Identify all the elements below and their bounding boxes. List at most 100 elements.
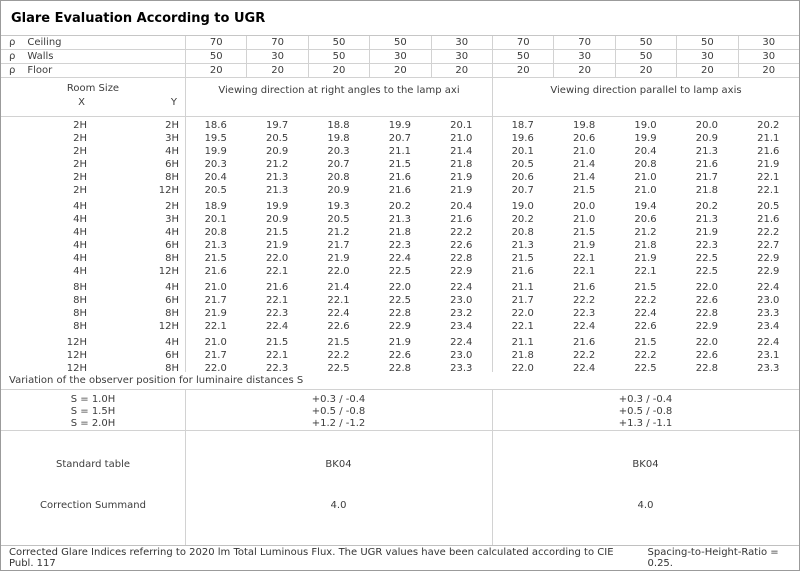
ugr-row: 8H 12H 22.1 22.4 22.6 22.9 23.4 22.1 22.4 22.6 22.… [1, 320, 799, 333]
room-size-y: 4H [165, 227, 179, 238]
room-size-x: 8H [73, 282, 87, 293]
page-title-row: Glare Evaluation According to UGR [1, 1, 799, 36]
ugr-value: 22.0 [511, 308, 534, 319]
ugr-value: 22.9 [450, 266, 473, 277]
ugr-value: 22.5 [695, 266, 719, 277]
ugr-value: 19.6 [511, 133, 534, 144]
room-size-x: 2H [73, 133, 87, 144]
ugr-values-table: 2H 2H 18.6 19.7 18.8 19.9 20.1 18.7 19.8 19.0 20.0… [1, 117, 799, 372]
room-size-y: 12H [158, 321, 179, 332]
room-size-x: 12H [66, 337, 87, 348]
viewing-direction-parallel-header: Viewing direction parallel to lamp axis [492, 78, 799, 116]
ugr-value: 18.6 [204, 120, 227, 131]
ugr-row: 2H 4H 19.9 20.9 20.3 21.1 21.4 20.1 21.0 20.4 21.3… [1, 145, 799, 158]
standard-table-label: Standard table [56, 459, 130, 470]
ugr-value: 23.0 [450, 350, 473, 361]
ugr-value: 22.6 [634, 321, 657, 332]
ugr-value: 21.8 [634, 240, 657, 251]
ugr-value: 21.6 [388, 185, 412, 196]
ugr-value: 19.0 [511, 201, 534, 212]
reflectance-value: 20 [369, 64, 430, 77]
ugr-value: 22.3 [265, 308, 289, 319]
ugr-value: 21.5 [327, 337, 350, 348]
ugr-section: 2H 2H 18.6 19.7 18.8 19.9 20.1 18.7 19.8 19.0 20.0… [1, 119, 799, 197]
room-size-x: 8H [73, 308, 87, 319]
room-size-x: 8H [73, 295, 87, 306]
ugr-value: 22.4 [634, 308, 657, 319]
ugr-row: 12H 6H 21.7 22.1 22.2 22.6 23.0 21.8 22.2 22.2 22.… [1, 349, 799, 362]
room-size-y: 2H [165, 201, 179, 212]
ugr-value: 22.4 [757, 337, 780, 348]
ugr-value: 23.3 [757, 308, 780, 319]
reflectance-value: 50 [307, 36, 369, 49]
ugr-value: 23.0 [450, 295, 473, 306]
ugr-value: 19.9 [204, 146, 227, 157]
reflectance-label: ρ Ceiling [1, 36, 185, 49]
reflectance-value: 20 [737, 64, 799, 77]
room-size-y: 8H [165, 363, 179, 372]
ugr-value: 22.1 [265, 266, 289, 277]
ugr-value: 22.4 [450, 282, 473, 293]
ugr-value: 20.5 [757, 201, 780, 212]
ugr-value: 21.7 [511, 295, 534, 306]
ugr-value: 21.7 [204, 350, 227, 361]
ugr-value: 21.7 [204, 295, 227, 306]
ugr-value: 21.6 [450, 214, 473, 225]
reflectance-row-ceiling: ρ Ceiling 70 70 50 50 30 70 70 50 50 30 [1, 36, 799, 50]
ugr-value: 21.9 [572, 240, 596, 251]
ugr-value: 21.9 [388, 337, 412, 348]
reflectance-value: 30 [737, 50, 799, 63]
room-size-x: 4H [73, 214, 87, 225]
ugr-value: 23.0 [757, 295, 780, 306]
ugr-value: 21.7 [327, 240, 350, 251]
ugr-value: 22.0 [204, 363, 227, 372]
ugr-value: 22.6 [388, 350, 412, 361]
s-variation-value: +1.3 / -1.1 [618, 418, 673, 429]
room-size-x: 2H [73, 120, 87, 131]
ugr-value: 19.8 [572, 120, 596, 131]
x-column-header: X [78, 97, 85, 108]
reflectance-name: Walls [27, 51, 54, 62]
ugr-value: 19.8 [327, 133, 350, 144]
ugr-row: 12H 4H 21.0 21.5 21.5 21.9 22.4 21.1 21.6 21.5 22.… [1, 336, 799, 349]
reflectance-value: 20 [553, 64, 614, 77]
summary-section: Standard table Correction Summand BK04 4… [1, 431, 799, 546]
standard-table-value-right: BK04 [632, 459, 659, 470]
ugr-value: 22.1 [265, 350, 289, 361]
room-size-x: 4H [73, 240, 87, 251]
ugr-value: 22.1 [572, 253, 596, 264]
ugr-value: 20.0 [572, 201, 596, 212]
ugr-value: 21.3 [695, 146, 719, 157]
ugr-value: 22.1 [572, 266, 596, 277]
reflectance-value: 70 [492, 36, 553, 49]
room-size-x: 2H [73, 146, 87, 157]
footer-note: Corrected Glare Indices referring to 202… [1, 546, 799, 570]
reflectance-value: 50 [307, 50, 369, 63]
ugr-row: 4H 3H 20.1 20.9 20.5 21.3 21.6 20.2 21.0 20.6 21.3… [1, 213, 799, 226]
room-size-label: Room Size [66, 83, 120, 94]
reflectance-name: Floor [27, 65, 53, 76]
ugr-value: 21.5 [265, 227, 289, 238]
room-size-x: 4H [73, 201, 87, 212]
reflectance-value: 50 [676, 36, 737, 49]
correction-summand-value-left: 4.0 [330, 500, 347, 511]
reflectance-label: ρ Floor [1, 64, 185, 77]
ugr-value: 21.9 [265, 240, 289, 251]
ugr-value: 20.1 [450, 120, 473, 131]
ugr-value: 20.5 [204, 185, 227, 196]
summary-left-column: BK04 4.0 [185, 431, 492, 545]
reflectance-section: ρ Ceiling 70 70 50 50 30 70 70 50 50 30 ρ Walls 50 30 50… [1, 36, 799, 78]
ugr-value: 21.7 [695, 172, 719, 183]
s-label: S = 2.0H [70, 418, 116, 429]
ugr-row: 4H 2H 18.9 19.9 19.3 20.2 20.4 19.0 20.0 19.4 20.2… [1, 200, 799, 213]
room-size-x: 4H [73, 266, 87, 277]
s-variation-value: +0.3 / -0.4 [618, 394, 673, 405]
reflectance-value: 20 [185, 64, 246, 77]
ugr-value: 22.2 [572, 350, 596, 361]
room-size-y: 12H [158, 185, 179, 196]
ugr-value: 20.9 [695, 133, 719, 144]
room-size-x: 2H [73, 172, 87, 183]
ugr-value: 20.4 [634, 146, 657, 157]
footer-text-main: Corrected Glare Indices referring to 202… [9, 547, 614, 569]
